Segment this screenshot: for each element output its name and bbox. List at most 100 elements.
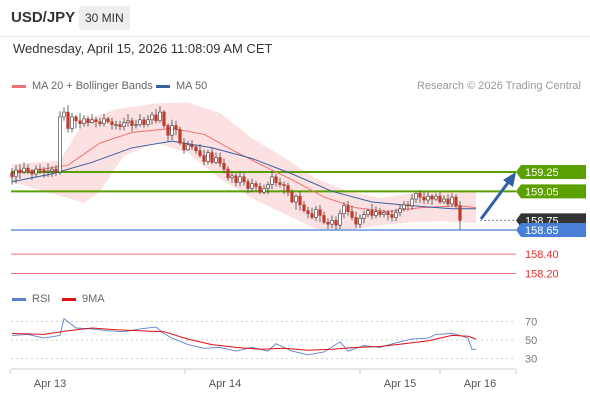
candle-body: [138, 119, 142, 125]
candle-body: [114, 124, 118, 126]
ma20-swatch: [12, 84, 26, 88]
candle-body: [162, 111, 166, 126]
candle-body: [406, 204, 410, 207]
level-tag-159-05: 159.05: [525, 186, 559, 198]
candle-body: [386, 212, 390, 215]
x-tick-label: Apr 13: [34, 378, 66, 390]
candle-body: [174, 125, 178, 130]
candle-body: [182, 142, 186, 151]
candle-body: [350, 211, 354, 218]
candle-body: [414, 192, 418, 200]
candle-body: [290, 192, 294, 203]
timeframe-badge[interactable]: 30 MIN: [79, 6, 130, 30]
candle-body: [454, 196, 458, 207]
candle-body: [106, 118, 110, 123]
candle-body: [82, 118, 86, 124]
candle-body: [210, 152, 214, 163]
candle-body: [358, 218, 362, 225]
candle-body: [354, 217, 358, 225]
legend-rsi: RSI: [12, 293, 50, 305]
candle-body: [234, 175, 238, 183]
candle-body: [94, 119, 98, 123]
candle-body: [330, 220, 334, 225]
candle-body: [306, 210, 310, 214]
candle-body: [130, 120, 134, 126]
candle-body: [78, 120, 82, 124]
candle-body: [142, 119, 146, 125]
candle-body: [334, 220, 338, 226]
candle-body: [62, 111, 66, 118]
candle-body: [258, 186, 262, 193]
candle-body: [98, 121, 102, 124]
candle-body: [66, 111, 70, 129]
candle-body: [382, 212, 386, 215]
candle-body: [34, 168, 38, 175]
candle-body: [206, 152, 210, 162]
candle-body: [430, 195, 434, 200]
candle-body: [346, 205, 350, 212]
candle-body: [150, 114, 154, 121]
candle-body: [242, 176, 246, 182]
candle-body: [218, 157, 222, 164]
level-tag-159-25-bg: [516, 165, 586, 179]
candle-body: [50, 168, 54, 172]
candle-body: [238, 176, 242, 183]
rsi-tick-30: 30: [525, 354, 537, 366]
level-tag-158-40: 158.40: [525, 249, 559, 261]
candle-body: [30, 170, 34, 175]
candle-body: [450, 196, 454, 205]
candle-body: [86, 118, 90, 124]
candle-body: [134, 124, 138, 126]
candle-body: [118, 124, 122, 127]
candle-body: [74, 116, 78, 122]
rsi-ma-label: 9MA: [82, 293, 105, 305]
candle-body: [294, 195, 298, 203]
candle-body: [42, 169, 46, 173]
x-tick-label: Apr 16: [464, 378, 496, 390]
x-tick-label: Apr 15: [384, 378, 416, 390]
candle-body: [282, 184, 286, 186]
instrument-pair: USD/JPY: [11, 9, 76, 26]
bollinger-band-fill: [12, 102, 476, 230]
candle-body: [226, 168, 230, 179]
candle-body: [338, 213, 342, 226]
candle-body: [278, 182, 282, 185]
candle-body: [194, 146, 198, 152]
candle-body: [202, 155, 206, 162]
candle-body: [266, 184, 270, 189]
candle-body: [322, 215, 326, 223]
rsi-label: RSI: [32, 293, 51, 305]
candle-body: [326, 221, 330, 225]
candle-body: [394, 212, 398, 218]
level-tag-158-65: 158.65: [525, 225, 559, 237]
candle-body: [222, 163, 226, 170]
candle-body: [270, 176, 274, 185]
candle-body: [458, 205, 462, 221]
candle-body: [402, 204, 406, 210]
candle-body: [126, 120, 130, 124]
candle-body: [214, 157, 218, 163]
candle-body: [22, 167, 26, 173]
legend-ma50: MA 50: [156, 80, 207, 92]
candle-body: [410, 198, 414, 207]
candle-body: [18, 169, 22, 173]
ma50-label: MA 50: [176, 80, 208, 92]
candle-body: [390, 214, 394, 218]
rsi-swatch: [12, 297, 26, 301]
candle-body: [46, 170, 50, 173]
candle-body: [310, 213, 314, 218]
candle-body: [366, 210, 370, 215]
chart-datetime: Wednesday, April 15, 2026 11:08:09 AM CE…: [13, 41, 273, 56]
candle-body: [314, 209, 318, 218]
candle-body: [318, 209, 322, 216]
candle-body: [342, 205, 346, 214]
level-tag-159-05-bg: [516, 184, 586, 199]
candle-body: [26, 167, 30, 172]
candle-body: [418, 192, 422, 198]
candle-body: [298, 195, 302, 206]
candle-body: [362, 214, 366, 219]
candle-body: [370, 210, 374, 216]
candle-body: [190, 144, 194, 148]
candle-body: [170, 125, 174, 136]
